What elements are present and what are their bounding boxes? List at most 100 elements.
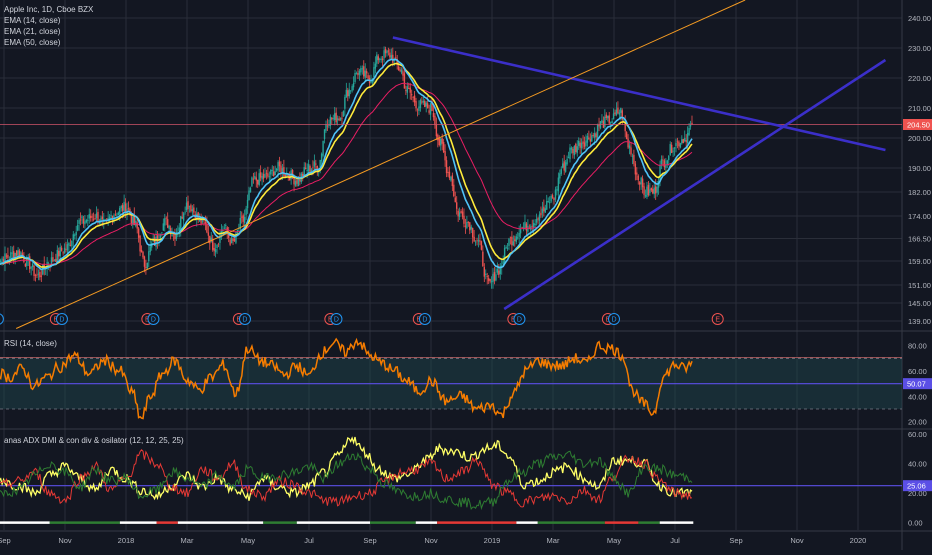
candle-body [33,266,34,276]
candle-body [97,212,98,222]
candle-body [504,248,505,263]
candle-body [404,73,405,88]
candle-body [328,125,329,126]
candle-body [87,220,88,221]
candle-body [119,208,120,214]
candle-body [395,57,396,58]
price-tick-label: 145.00 [908,299,931,308]
trendline-purple[interactable] [504,60,885,309]
candle-body [78,220,79,224]
candle-body [648,185,649,195]
candle-body [373,67,374,77]
rsi-legend[interactable]: RSI (14, close) [4,339,57,348]
candle-body [167,219,168,227]
candle-body [398,66,399,70]
ema50-line [0,83,692,264]
candle-body [62,252,63,253]
candle-body [272,170,273,171]
candle-body [60,247,61,256]
candle-body [630,148,631,155]
candle-body [491,281,492,282]
candle-body [391,55,392,59]
candle-body [513,241,514,245]
candle-body [115,214,116,215]
candle-body [160,235,161,238]
candle-body [521,227,522,228]
candle-body [52,257,53,261]
candle-body [68,243,69,245]
ema21-legend[interactable]: EMA (21, close) [4,26,93,37]
candle-body [366,71,367,73]
candle-body [190,205,191,211]
candle-body [141,250,142,252]
candle-body [84,221,85,224]
candle-body [179,227,180,230]
event-marker-label: D [611,317,616,324]
candle-body [568,157,569,158]
candle-body [574,146,575,155]
candle-body [405,90,406,91]
candle-body [559,173,560,178]
candle-body [661,159,662,164]
candle-body [534,224,535,225]
adx-legend[interactable]: anas ADX DMI & con div & osilator (12, 1… [4,436,184,445]
candle-body [428,110,429,112]
candle-body [633,155,634,164]
candle-body [357,73,358,75]
candle-body [168,226,169,229]
candle-body [234,239,235,241]
trendline-purple[interactable] [393,38,886,151]
candle-body [186,203,187,210]
candle-body [550,196,551,202]
candle-body [548,201,549,202]
dividend-marker[interactable] [0,314,3,325]
candle-body [333,118,334,119]
candle-body [443,142,444,152]
ema50-legend[interactable]: EMA (50, close) [4,37,93,48]
candle-body [476,240,477,241]
candle-body [581,143,582,148]
candle-body [353,83,354,87]
candle-body [299,180,300,182]
rsi-value-label: 50.07 [907,380,926,389]
candle-body [67,244,68,250]
candle-body [665,165,666,168]
candle-body [430,103,431,114]
candle-body [471,227,472,230]
candle-body [652,189,653,193]
candle-body [110,215,111,216]
candle-body [410,88,411,93]
candle-body [611,121,612,123]
candle-body [385,49,386,53]
candle-body [55,259,56,262]
candle-body [118,212,119,215]
ema14-legend[interactable]: EMA (14, close) [4,15,93,26]
candle-body [147,263,148,269]
candle-body [331,118,332,120]
candle-body [253,179,254,180]
candle-body [71,241,72,246]
legend: Apple Inc, 1D, Cboe BZX EMA (14, close) … [4,4,93,48]
candle-body [582,141,583,143]
candle-body [518,233,519,237]
candle-body [32,264,33,267]
candle-body [193,207,194,212]
candle-body [139,236,140,252]
candle-body [566,159,567,164]
candle-body [116,216,117,217]
candle-body [365,71,366,78]
candle-body [80,220,81,221]
price-tick-label: 190.00 [908,164,931,173]
candle-body [41,276,42,277]
symbol-title[interactable]: Apple Inc, 1D, Cboe BZX [4,4,93,15]
candle-body [93,219,94,220]
adx-tick-label: 40.00 [908,460,927,469]
candle-body [145,267,146,268]
candle-body [664,161,665,168]
candle-body [619,113,620,115]
candle-body [469,222,470,230]
candle-body [482,252,483,267]
candle-body [276,169,277,171]
candle-body [340,118,341,121]
